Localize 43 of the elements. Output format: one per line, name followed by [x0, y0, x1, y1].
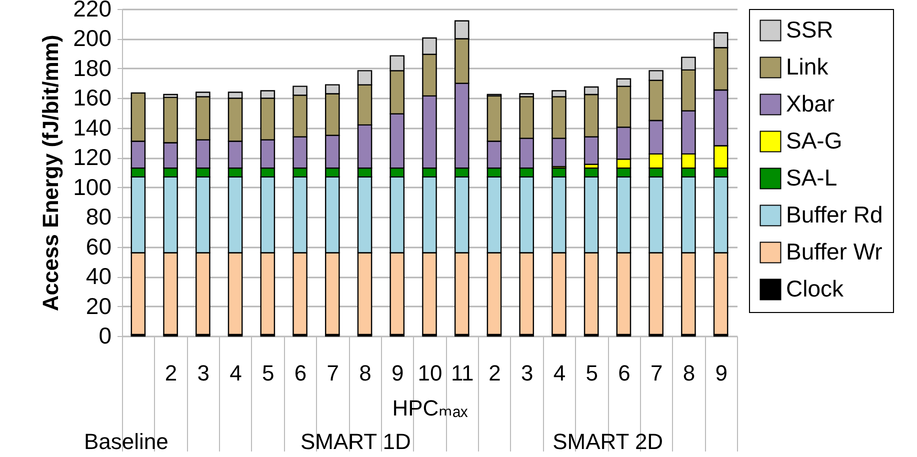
x-tick-label: 6 — [294, 360, 307, 386]
legend-label: Buffer Rd — [786, 202, 883, 228]
y-tick-label: 80 — [86, 204, 112, 230]
x-tick-label: 2 — [488, 360, 501, 386]
x-tick-label: 9 — [715, 360, 728, 386]
y-tick-label: 100 — [73, 174, 112, 200]
y-tick-label: 60 — [86, 233, 112, 260]
x-tick-label: 4 — [230, 360, 242, 386]
x-tick-label: 10 — [418, 360, 442, 386]
x-tick-label: 7 — [650, 360, 663, 386]
y-tick-label: 200 — [73, 25, 112, 52]
x-tick-label: 8 — [359, 360, 372, 386]
x-tick-label: 9 — [392, 360, 404, 386]
legend-label: SA-L — [786, 164, 838, 190]
text: SMART 2D — [552, 429, 664, 454]
x-axis-title: HPCₘₐₓ — [392, 396, 469, 420]
y-tick-label: 140 — [73, 114, 112, 140]
legend-label: Link — [786, 54, 829, 80]
y-tick-label: 160 — [73, 84, 112, 111]
legend-label: Clock — [786, 276, 844, 302]
y-tick-label: 220 — [73, 0, 112, 22]
x-tick-label: 8 — [682, 360, 696, 386]
legend-label: SSR — [786, 16, 834, 42]
x-tick-label: 4 — [553, 360, 566, 386]
y-tick-label: 20 — [86, 292, 112, 319]
x-tick-label: 6 — [618, 360, 630, 386]
x-tick-label: 11 — [450, 360, 474, 386]
y-tick-label: 0 — [98, 322, 112, 348]
text: SMART 1D — [300, 429, 411, 454]
legend-label: Xbar — [786, 90, 835, 116]
x-tick-label: 3 — [197, 360, 210, 386]
text: Baseline — [84, 429, 168, 454]
y-tick-label: 180 — [73, 54, 112, 81]
x-tick-label: 5 — [262, 360, 274, 386]
y-tick-label: 120 — [73, 144, 112, 170]
y-axis-title: Access Energy (fJ/bit/mm) — [38, 34, 64, 312]
legend-label: Buffer Wr — [786, 238, 883, 264]
x-tick-label: 7 — [326, 360, 340, 386]
x-tick-label: 5 — [586, 360, 598, 386]
x-tick-label: 2 — [164, 360, 178, 386]
y-tick-label: 40 — [86, 263, 112, 290]
legend-label: SA-G — [786, 128, 842, 154]
x-tick-label: 3 — [520, 360, 534, 386]
